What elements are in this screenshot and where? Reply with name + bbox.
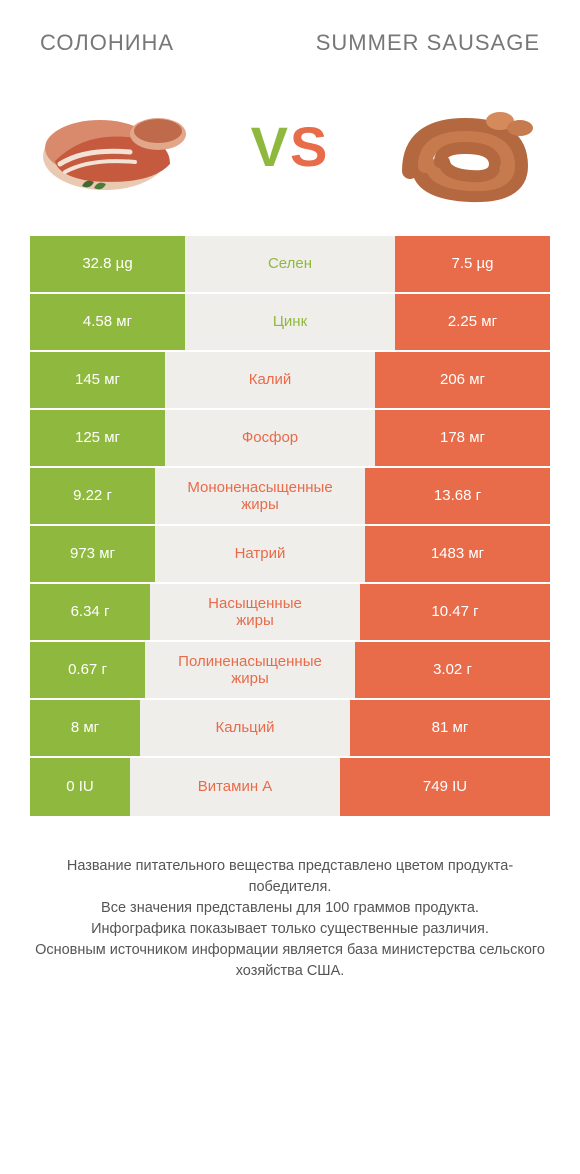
nutrient-label: Полиненасыщенные жиры <box>145 642 355 698</box>
right-value: 178 мг <box>375 410 550 466</box>
left-product-image <box>30 86 210 206</box>
left-value: 973 мг <box>30 526 155 582</box>
right-product-title: SUMMER SAUSAGE <box>316 30 540 55</box>
left-value: 125 мг <box>30 410 165 466</box>
infographic-page: СОЛОНИНА SUMMER SAUSAGE VS <box>0 0 580 982</box>
footer-line: Все значения представлены для 100 граммо… <box>30 898 550 919</box>
table-row: 6.34 гНасыщенные жиры10.47 г <box>30 584 550 642</box>
nutrient-label: Цинк <box>185 294 395 350</box>
right-value: 206 мг <box>375 352 550 408</box>
summer-sausage-icon <box>370 86 550 206</box>
nutrient-label: Витамин A <box>130 758 340 816</box>
nutrient-label: Насыщенные жиры <box>150 584 360 640</box>
vs-v: V <box>251 115 290 178</box>
left-value: 0.67 г <box>30 642 145 698</box>
left-product-title: СОЛОНИНА <box>40 30 174 56</box>
left-value: 0 IU <box>30 758 130 816</box>
corned-beef-icon <box>30 86 210 206</box>
table-row: 32.8 µgСелен7.5 µg <box>30 236 550 294</box>
right-value: 10.47 г <box>360 584 550 640</box>
right-value: 2.25 мг <box>395 294 550 350</box>
nutrient-label: Кальций <box>140 700 350 756</box>
footer-notes: Название питательного вещества представл… <box>30 856 550 982</box>
nutrient-label: Селен <box>185 236 395 292</box>
table-row: 9.22 гМононенасыщенные жиры13.68 г <box>30 468 550 526</box>
footer-line: Основным источником информации является … <box>30 940 550 982</box>
nutrient-table: 32.8 µgСелен7.5 µg4.58 мгЦинк2.25 мг145 … <box>30 236 550 816</box>
left-value: 145 мг <box>30 352 165 408</box>
right-value: 13.68 г <box>365 468 550 524</box>
vs-s: S <box>290 115 329 178</box>
right-value: 7.5 µg <box>395 236 550 292</box>
table-row: 4.58 мгЦинк2.25 мг <box>30 294 550 352</box>
nutrient-label: Мононенасыщенные жиры <box>155 468 365 524</box>
footer-line: Инфографика показывает только существенн… <box>30 919 550 940</box>
table-row: 0 IUВитамин A749 IU <box>30 758 550 816</box>
header: СОЛОНИНА SUMMER SAUSAGE <box>0 0 580 76</box>
table-row: 8 мгКальций81 мг <box>30 700 550 758</box>
right-value: 749 IU <box>340 758 550 816</box>
table-row: 973 мгНатрий1483 мг <box>30 526 550 584</box>
left-value: 6.34 г <box>30 584 150 640</box>
table-row: 125 мгФосфор178 мг <box>30 410 550 468</box>
table-row: 145 мгКалий206 мг <box>30 352 550 410</box>
nutrient-label: Фосфор <box>165 410 375 466</box>
right-value: 1483 мг <box>365 526 550 582</box>
nutrient-label: Натрий <box>155 526 365 582</box>
left-value: 4.58 мг <box>30 294 185 350</box>
table-row: 0.67 гПолиненасыщенные жиры3.02 г <box>30 642 550 700</box>
nutrient-label: Калий <box>165 352 375 408</box>
right-product-image <box>370 86 550 206</box>
hero-row: VS <box>0 76 580 236</box>
left-value: 9.22 г <box>30 468 155 524</box>
vs-label: VS <box>251 114 330 179</box>
left-value: 32.8 µg <box>30 236 185 292</box>
left-value: 8 мг <box>30 700 140 756</box>
right-value: 81 мг <box>350 700 550 756</box>
footer-line: Название питательного вещества представл… <box>30 856 550 898</box>
right-value: 3.02 г <box>355 642 550 698</box>
